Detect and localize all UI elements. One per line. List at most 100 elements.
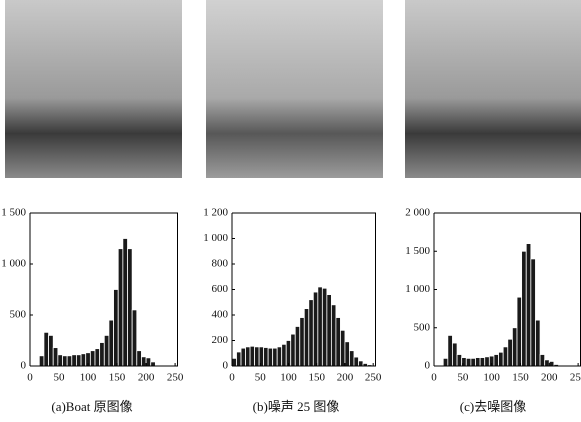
x-tick-label: 150 [109,372,126,384]
bar [263,347,269,367]
x-tick-label: 100 [280,372,297,384]
y-tick-label: 1 000 [405,283,430,295]
y-tick-label: 1 000 [203,232,228,244]
y-tick-label: 200 [212,334,229,346]
x-tick-label: 150 [308,372,325,384]
bar [525,243,532,367]
bar [516,296,523,367]
y-tick-label: 0 [21,360,27,372]
bar [80,353,87,367]
y-tick-label: 0 [425,360,431,372]
bar [349,350,355,367]
bar [317,286,323,367]
caption: (c)去噪图像 [460,399,526,414]
bar [330,304,337,367]
bar [276,346,283,367]
bar [335,317,341,367]
bar [340,329,346,367]
image [206,0,383,178]
caption: (b)噪声 25 图像 [253,399,340,414]
y-tick-label: 1 000 [1,258,26,270]
y-tick-label: 800 [212,258,229,270]
caption: (a)Boat 原图像 [51,399,132,414]
y-tick-label: 0 [223,360,229,372]
bar [353,356,359,367]
bar [249,345,255,367]
bar [108,319,114,367]
bar [470,357,476,367]
bar [267,347,274,367]
bar [254,346,260,367]
y-tick-label: 500 [414,321,431,333]
x-tick-label: 150 [512,372,529,384]
x-tick-label: 200 [337,372,354,384]
bar [103,334,110,367]
bar [285,340,292,367]
bar [539,354,546,367]
x-tick-label: 0 [431,372,437,384]
bar [52,347,59,367]
x-tick-label: 200 [541,372,558,384]
bar [71,354,77,367]
bar [122,238,128,367]
x-tick-label: 50 [457,372,469,384]
x-tick-label: 100 [483,372,500,384]
x-tick-label: 0 [27,372,33,384]
bar [465,357,472,367]
bar [530,258,536,367]
bar [548,361,555,367]
bar [127,248,133,367]
x-tick-label: 200 [138,372,155,384]
bar [442,357,449,367]
bar [521,250,527,367]
y-tick-label: 1 500 [405,245,430,257]
y-tick-label: 400 [212,309,229,321]
image [5,0,182,178]
bar [502,346,509,367]
bar [66,355,73,367]
bar [475,357,481,367]
bar [99,342,105,367]
bar [145,357,152,367]
bar [89,350,96,367]
bar [535,319,541,367]
x-tick-label: 250 [167,372,184,384]
y-tick-label: 500 [10,309,27,321]
bar [231,357,237,367]
bar [452,342,458,367]
y-tick-label: 1 500 [1,207,26,219]
bar [117,248,124,367]
y-tick-label: 600 [212,283,229,295]
bar [479,357,486,367]
bar [456,354,463,367]
image [405,0,581,178]
bar [76,354,82,367]
bar [299,317,305,367]
bar [290,333,296,367]
bar [281,343,287,367]
bar [136,350,142,367]
bar [326,294,332,367]
x-tick-label: 50 [255,372,267,384]
bar [344,341,350,367]
bar [358,360,364,367]
bar [43,331,49,367]
bar [245,346,251,367]
bar [512,327,518,367]
x-tick-label: 0 [229,372,235,384]
bar [131,309,138,367]
bar [272,347,278,367]
bar [48,334,54,367]
x-tick-label: 250 [365,372,382,384]
x-tick-label: 100 [80,372,97,384]
bar [236,351,242,367]
bar [141,356,147,367]
bar [62,355,68,367]
bar [544,359,550,367]
bar [113,289,119,367]
bar [94,348,101,367]
y-tick-label: 2 000 [405,207,430,219]
x-tick-label: 250 [570,372,581,384]
